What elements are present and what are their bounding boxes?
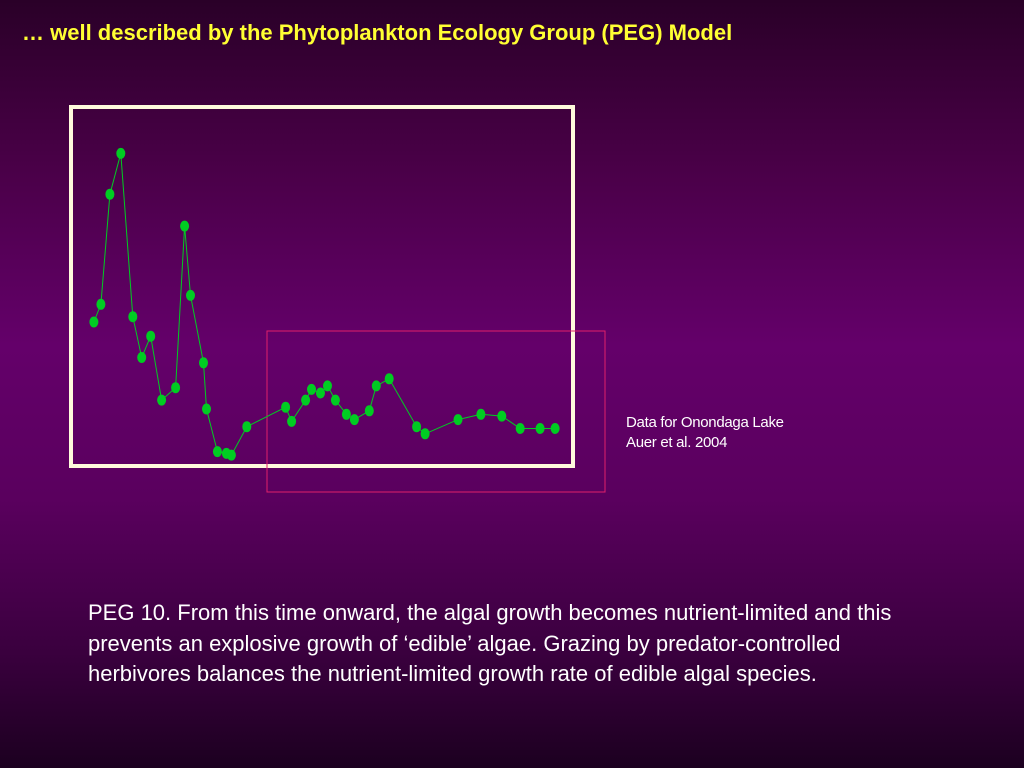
data-point <box>202 403 211 415</box>
data-point <box>341 408 351 420</box>
source-line-1: Data for Onondaga Lake <box>626 414 784 431</box>
caption-text: PEG 10. From this time onward, the algal… <box>88 600 892 686</box>
slide-title: … well described by the Phytoplankton Ec… <box>22 20 733 45</box>
data-point <box>550 423 560 434</box>
data-point <box>301 394 311 406</box>
data-point <box>89 316 99 328</box>
data-point <box>199 357 208 369</box>
source-line-2: Auer et al. 2004 <box>626 434 728 451</box>
data-point <box>281 401 291 413</box>
data-point <box>330 394 340 406</box>
data-point <box>128 311 138 323</box>
data-point <box>137 352 147 363</box>
data-point <box>180 220 190 232</box>
data-point <box>105 188 115 200</box>
data-point <box>171 382 181 394</box>
data-point <box>371 380 381 392</box>
chart-frame <box>69 105 575 468</box>
data-point <box>287 415 297 427</box>
data-point <box>323 380 332 392</box>
data-point <box>226 449 236 461</box>
data-point <box>364 405 374 417</box>
data-point <box>96 298 106 310</box>
data-point <box>212 446 222 458</box>
data-point <box>157 394 167 406</box>
data-point <box>316 387 325 399</box>
data-point <box>420 428 430 440</box>
data-point <box>116 147 126 159</box>
series-layer <box>89 147 560 461</box>
data-point <box>453 414 463 426</box>
data-point <box>476 408 486 420</box>
data-point <box>307 383 316 395</box>
data-point <box>515 423 525 434</box>
data-point <box>412 421 422 433</box>
data-point <box>384 373 394 385</box>
source-note: Data for Onondaga Lake Auer et al. 2004 <box>626 413 784 453</box>
data-point <box>497 410 507 422</box>
data-point <box>146 330 156 342</box>
data-point <box>349 414 359 426</box>
data-point <box>186 289 195 301</box>
data-point <box>535 423 545 434</box>
series-line <box>93 153 556 456</box>
highlight-box <box>266 330 606 493</box>
data-point <box>242 421 252 433</box>
